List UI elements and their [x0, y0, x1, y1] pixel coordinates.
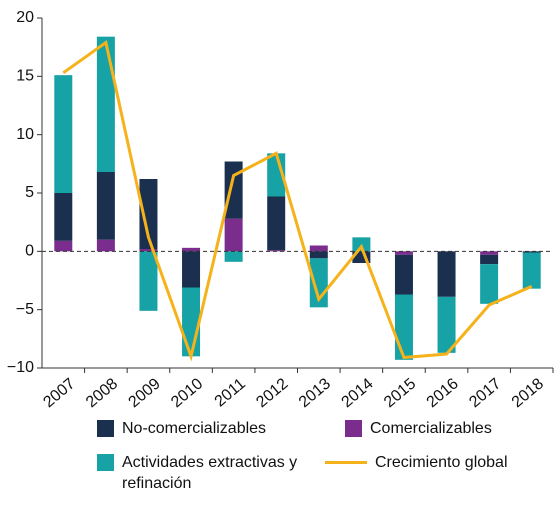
bar	[96, 239, 115, 252]
x-tick-label: 2009	[126, 375, 164, 410]
x-tick-label: 2014	[338, 375, 376, 410]
x-tick-label: 2010	[168, 375, 206, 410]
legend-swatch	[97, 420, 114, 437]
bar	[182, 287, 201, 357]
line	[62, 39, 533, 362]
y-tick-label: −10	[7, 359, 34, 376]
bar	[352, 251, 371, 263]
legend-swatch	[345, 420, 362, 437]
bar	[394, 251, 413, 255]
bar	[139, 249, 158, 252]
legend-item: Comercializables	[345, 418, 554, 439]
bar	[139, 179, 158, 249]
bar	[139, 251, 158, 311]
bar	[224, 161, 243, 219]
legend-swatch	[97, 454, 114, 471]
legend-label: Crecimiento global	[375, 454, 508, 471]
x-tick-label: 2018	[509, 375, 547, 410]
x-tick-label: 2013	[296, 375, 334, 410]
x-tick-label: 2012	[253, 375, 291, 410]
y-tick-label: 5	[25, 184, 34, 201]
legend-label: No-comercializables	[122, 420, 267, 437]
bar	[394, 254, 413, 295]
x-tick-label: 2016	[424, 375, 462, 410]
bar	[224, 251, 243, 262]
bar	[522, 251, 541, 253]
legend-item: Crecimiento global	[325, 452, 545, 473]
bar	[394, 294, 413, 360]
x-tick-label: 2007	[40, 375, 78, 410]
bar	[54, 240, 73, 252]
bar	[309, 245, 328, 252]
bar	[437, 296, 456, 353]
bar	[522, 252, 541, 289]
legend-swatch	[325, 461, 367, 464]
y-tick-label: 0	[25, 243, 34, 260]
y-tick-label: 20	[16, 9, 34, 26]
bar	[54, 193, 73, 241]
x-tick-label: 2008	[83, 375, 121, 410]
bar	[480, 264, 499, 304]
bar	[267, 250, 286, 252]
bar	[96, 36, 115, 172]
y-tick-label: 15	[16, 68, 34, 85]
y-tick-label: −5	[16, 301, 34, 318]
x-tick-label: 2015	[381, 375, 419, 410]
legend-item: No-comercializables	[97, 418, 317, 439]
bar	[54, 75, 73, 193]
bar	[437, 251, 456, 297]
bar	[96, 172, 115, 240]
bar	[224, 218, 243, 252]
bar	[182, 247, 201, 252]
bar	[309, 251, 328, 259]
legend-label: Actividades extractivas y refinación	[122, 454, 298, 492]
bar	[480, 254, 499, 265]
legend-label: Comercializables	[370, 420, 492, 437]
legend-item: Actividades extractivas y refinación	[97, 452, 312, 494]
bar	[480, 251, 499, 255]
bar	[267, 196, 286, 251]
y-tick-label: 10	[16, 126, 34, 143]
x-tick-label: 2017	[466, 375, 504, 410]
x-tick-label: 2011	[212, 375, 249, 410]
bar	[182, 251, 201, 288]
